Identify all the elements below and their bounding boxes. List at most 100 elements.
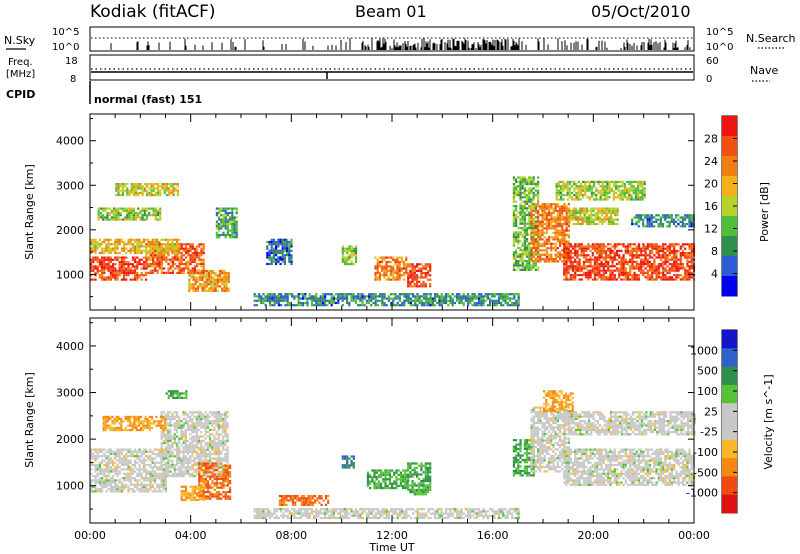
heatmap-cell: [202, 249, 205, 252]
heatmap-cell: [321, 304, 324, 307]
heatmap-cell: [112, 269, 115, 272]
heatmap-cell: [120, 459, 123, 462]
heatmap-cell: [686, 252, 689, 255]
heatmap-cell: [431, 299, 434, 302]
heatmap-cell: [200, 258, 203, 261]
heatmap-cell: [189, 247, 192, 250]
heatmap-cell: [644, 271, 647, 274]
heatmap-cell: [512, 220, 515, 223]
heatmap-cell: [103, 448, 106, 451]
heatmap-cell: [657, 274, 660, 277]
heatmap-cell: [99, 214, 102, 217]
heatmap-cell: [515, 301, 518, 305]
heatmap-cell: [226, 218, 229, 221]
heatmap-cell: [571, 196, 574, 199]
heatmap-cell: [317, 299, 320, 302]
heatmap-cell: [218, 227, 221, 230]
heatmap-cell: [613, 247, 616, 250]
heatmap-cell: [390, 297, 393, 300]
heatmap-cell: [593, 267, 597, 270]
heatmap-cell: [178, 269, 181, 272]
heatmap-cell: [178, 271, 181, 274]
heatmap-cell: [189, 263, 192, 266]
heatmap-cell: [385, 256, 388, 259]
heatmap-cell: [321, 293, 324, 296]
heatmap-cell: [94, 477, 97, 480]
heatmap-cell: [288, 254, 291, 257]
heatmap-cell: [158, 455, 161, 458]
heatmap-cell: [107, 459, 110, 462]
heatmap-cell: [643, 183, 646, 186]
heatmap-cell: [130, 189, 133, 192]
heatmap-cell: [548, 218, 551, 221]
heatmap-cell: [387, 295, 390, 298]
heatmap-cell: [90, 479, 93, 482]
heatmap-cell: [664, 243, 667, 246]
heatmap-cell: [616, 222, 619, 226]
heatmap-cell: [114, 485, 117, 489]
heatmap-cell: [517, 304, 520, 307]
heatmap-cell: [670, 218, 673, 221]
heatmap-cell: [129, 243, 132, 246]
heatmap-cell: [601, 180, 604, 183]
heatmap-cell: [425, 295, 428, 298]
heatmap-cell: [138, 470, 141, 473]
heatmap-cell: [403, 265, 406, 268]
heatmap-cell: [633, 274, 636, 277]
heatmap-cell: [131, 256, 134, 259]
heatmap-cell: [556, 229, 559, 232]
heatmap-cell: [591, 252, 594, 255]
heatmap-cell: [109, 278, 112, 281]
heatmap-cell: [578, 243, 581, 246]
heatmap-cell: [651, 252, 654, 255]
heatmap-cell: [374, 256, 377, 259]
heatmap-cell: [134, 470, 137, 473]
heatmap-cell: [582, 194, 585, 197]
heatmap-cell: [411, 280, 414, 283]
heatmap-cell: [429, 304, 432, 307]
heatmap-cell: [109, 251, 112, 255]
heatmap-cell: [610, 220, 613, 223]
heatmap-cell: [134, 214, 138, 217]
heatmap-cell: [565, 247, 568, 250]
heatmap-cell: [165, 189, 168, 192]
heatmap-cell: [537, 225, 540, 228]
heatmap-cell: [590, 207, 593, 210]
heatmap-cell: [594, 211, 597, 215]
heatmap-cell: [664, 252, 667, 255]
heatmap-cell: [596, 274, 599, 277]
heatmap-cell: [587, 269, 590, 272]
heatmap-cell: [109, 481, 112, 484]
heatmap-cell: [467, 293, 470, 296]
heatmap-cell: [623, 185, 626, 188]
heatmap-cell: [673, 278, 676, 281]
heatmap-cell: [343, 247, 347, 250]
heatmap-cell: [352, 254, 355, 257]
heatmap-cell: [653, 278, 656, 281]
heatmap-cell: [515, 218, 518, 221]
heatmap-cell: [467, 304, 470, 307]
heatmap-cell: [662, 265, 665, 268]
heatmap-cell: [140, 461, 143, 464]
heatmap-cell: [107, 269, 110, 272]
heatmap-cell: [554, 258, 557, 261]
heatmap-cell: [107, 278, 110, 281]
heatmap-cell: [198, 263, 201, 266]
heatmap-cell: [563, 233, 566, 237]
heatmap-cell: [130, 191, 133, 194]
heatmap-cell: [125, 474, 128, 478]
heatmap-cell: [523, 224, 526, 227]
heatmap-cell: [156, 263, 159, 266]
heatmap-cell: [119, 211, 122, 215]
heatmap-cell: [396, 265, 399, 268]
heatmap-cell: [103, 251, 106, 255]
heatmap-cell: [135, 187, 138, 190]
heatmap-cell: [231, 229, 234, 232]
heatmap-cell: [110, 209, 113, 212]
heatmap-cell: [567, 254, 570, 257]
heatmap-cell: [288, 249, 291, 252]
heatmap-cell: [644, 263, 647, 266]
heatmap-cell: [580, 254, 583, 257]
heatmap-cell: [198, 258, 201, 261]
heatmap-cell: [171, 245, 174, 248]
